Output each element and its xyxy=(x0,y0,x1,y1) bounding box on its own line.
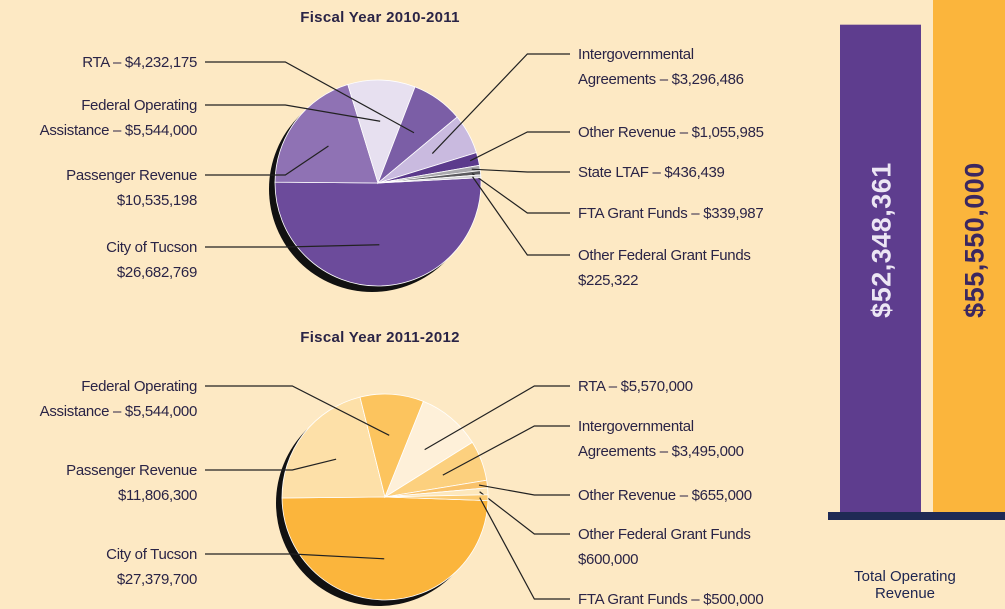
leader-line xyxy=(424,385,570,451)
leader-line xyxy=(205,145,329,176)
leader-line xyxy=(442,425,570,476)
pie-slice xyxy=(274,177,482,287)
leader-line xyxy=(205,458,337,471)
leader-line xyxy=(472,176,570,256)
slice-label: Intergovernmental Agreements – $3,296,486 xyxy=(578,46,744,88)
slice-label: City of Tucson $26,682,769 xyxy=(106,239,197,281)
pie-slice xyxy=(377,174,482,184)
slice-label: Federal Operating Assistance – $5,544,000 xyxy=(40,97,197,139)
slice-label: Other Federal Grant Funds $225,322 xyxy=(578,247,751,289)
leader-line xyxy=(478,484,570,496)
x-axis-label: Total Operating Revenue xyxy=(854,568,956,602)
pie-slice xyxy=(281,396,386,499)
bar-value-label: $52,348,361 xyxy=(867,162,897,318)
chart-title: Fiscal Year 2010-2011 xyxy=(300,9,460,26)
bar-value-label: $55,550,000 xyxy=(960,162,990,318)
slice-label: Federal Operating Assistance – $5,544,000 xyxy=(40,378,197,420)
slice-label: Intergovernmental Agreements – $3,495,000 xyxy=(578,418,744,460)
leader-line xyxy=(469,131,570,162)
slice-label: State LTAF – $436,439 xyxy=(578,164,725,181)
slice-label: RTA – $5,570,000 xyxy=(578,378,693,395)
slice-label: Other Revenue – $1,055,985 xyxy=(578,124,764,141)
leader-line xyxy=(205,61,415,134)
bar xyxy=(840,24,921,512)
slice-label: Passenger Revenue $11,806,300 xyxy=(66,462,197,504)
leader-line xyxy=(471,168,570,173)
slice-label: FTA Grant Funds – $339,987 xyxy=(578,205,763,222)
leader-line xyxy=(471,173,570,214)
slice-label: FTA Grant Funds – $500,000 xyxy=(578,591,763,608)
leader-line xyxy=(431,53,570,154)
slice-label: Passenger Revenue $10,535,198 xyxy=(66,167,197,209)
slice-label: Other Federal Grant Funds $600,000 xyxy=(578,526,751,568)
pie-slice xyxy=(384,494,489,502)
leader-line xyxy=(479,491,570,535)
bar xyxy=(933,0,1005,512)
baseline xyxy=(828,512,1005,520)
leader-line xyxy=(205,553,385,560)
leader-line xyxy=(205,104,381,122)
leader-line xyxy=(479,497,570,600)
pie-slice xyxy=(281,496,489,601)
slice-label: City of Tucson $27,379,700 xyxy=(106,546,197,588)
leader-line xyxy=(205,385,390,436)
pie-slice xyxy=(274,84,379,184)
chart-title: Fiscal Year 2011-2012 xyxy=(300,329,460,346)
leader-line xyxy=(205,244,380,248)
slice-label: Other Revenue – $655,000 xyxy=(578,487,752,504)
slice-label: RTA – $4,232,175 xyxy=(82,54,197,71)
